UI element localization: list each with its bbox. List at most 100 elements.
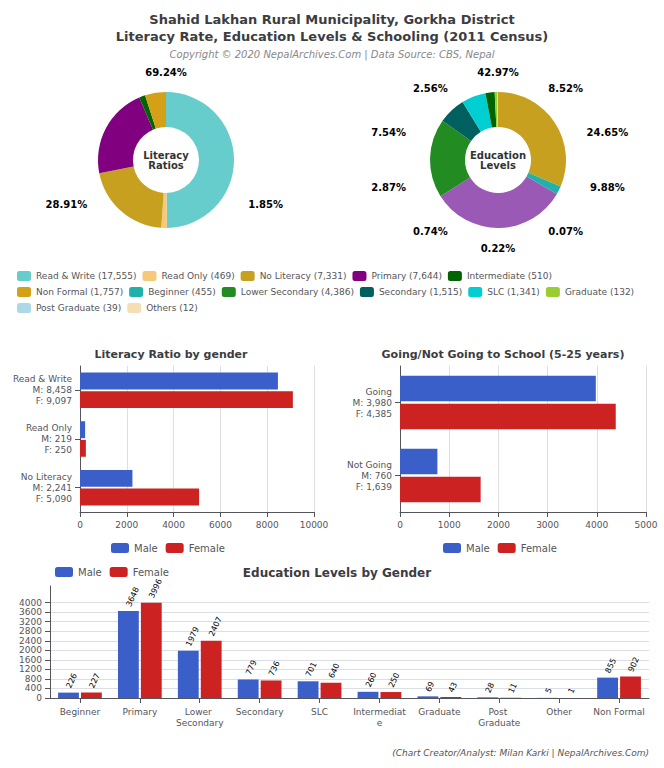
svg-text:42.97%: 42.97% [477, 67, 519, 78]
svg-text:855: 855 [604, 657, 619, 675]
svg-text:43: 43 [447, 681, 459, 694]
svg-text:Post: Post [488, 707, 510, 717]
svg-text:4000: 4000 [162, 520, 185, 530]
svg-text:Going: Going [366, 387, 392, 397]
svg-text:Graduate (132): Graduate (132) [565, 287, 634, 297]
svg-text:Male: Male [134, 543, 158, 554]
svg-text:227: 227 [87, 672, 102, 690]
svg-text:No Literacy (7,331): No Literacy (7,331) [260, 271, 347, 281]
svg-text:1000: 1000 [438, 520, 461, 530]
svg-text:3000: 3000 [536, 520, 559, 530]
svg-text:Graduate: Graduate [478, 718, 521, 728]
svg-text:8000: 8000 [256, 520, 279, 530]
svg-text:Intermediat: Intermediat [353, 707, 406, 717]
svg-text:2000: 2000 [487, 520, 510, 530]
svg-text:1.85%: 1.85% [248, 199, 283, 210]
svg-text:640: 640 [327, 662, 342, 680]
svg-text:28: 28 [484, 681, 496, 694]
svg-text:2407: 2407 [207, 615, 224, 637]
svg-text:M: 3,980: M: 3,980 [353, 398, 393, 408]
svg-text:2800: 2800 [19, 626, 42, 636]
svg-text:5000: 5000 [635, 520, 658, 530]
svg-text:69: 69 [424, 680, 436, 693]
svg-text:3648: 3648 [124, 586, 141, 608]
svg-text:3600: 3600 [19, 607, 42, 617]
svg-text:0.22%: 0.22% [481, 243, 516, 254]
svg-text:24.65%: 24.65% [587, 127, 629, 138]
svg-text:10000: 10000 [300, 520, 329, 530]
svg-text:2000: 2000 [115, 520, 138, 530]
svg-text:0: 0 [36, 693, 42, 703]
svg-text:M: 760: M: 760 [361, 471, 392, 481]
svg-text:8.52%: 8.52% [548, 83, 583, 94]
svg-text:Intermediate (510): Intermediate (510) [467, 271, 552, 281]
svg-text:5: 5 [544, 686, 554, 694]
svg-text:Levels: Levels [480, 160, 516, 171]
svg-text:Male: Male [78, 567, 102, 578]
svg-text:Ratios: Ratios [148, 160, 184, 171]
svg-text:e: e [377, 718, 383, 728]
svg-text:Non Formal (1,757): Non Formal (1,757) [36, 287, 123, 297]
svg-text:1200: 1200 [19, 664, 42, 674]
svg-text:Literacy Ratio by gender: Literacy Ratio by gender [95, 348, 249, 361]
svg-text:Secondary (1,515): Secondary (1,515) [379, 287, 462, 297]
svg-text:Female: Female [189, 543, 225, 554]
svg-text:4000: 4000 [585, 520, 608, 530]
svg-text:4000: 4000 [19, 598, 42, 608]
svg-text:0: 0 [397, 520, 403, 530]
svg-text:Copyright © 2020 NepalArchives: Copyright © 2020 NepalArchives.Com | Dat… [170, 49, 495, 61]
svg-text:260: 260 [364, 671, 379, 689]
svg-text:Secondary: Secondary [236, 707, 284, 717]
svg-text:3200: 3200 [19, 617, 42, 627]
svg-text:Male: Male [466, 543, 490, 554]
svg-text:SLC: SLC [311, 707, 328, 717]
svg-text:0.07%: 0.07% [548, 226, 583, 237]
svg-text:Lower Secondary (4,386): Lower Secondary (4,386) [241, 287, 354, 297]
svg-text:2400: 2400 [19, 636, 42, 646]
svg-text:Education Levels by Gender: Education Levels by Gender [243, 566, 431, 580]
svg-text:SLC (1,341): SLC (1,341) [487, 287, 540, 297]
svg-text:F: 9,097: F: 9,097 [36, 396, 72, 406]
svg-text:M: 219: M: 219 [41, 434, 72, 444]
svg-text:F: 1,639: F: 1,639 [356, 482, 392, 492]
svg-text:1979: 1979 [184, 626, 201, 648]
svg-text:7.54%: 7.54% [371, 127, 406, 138]
svg-text:736: 736 [267, 660, 282, 678]
svg-text:3996: 3996 [147, 577, 164, 599]
svg-text:1: 1 [567, 686, 577, 694]
svg-text:Beginner (455): Beginner (455) [148, 287, 216, 297]
svg-text:M: 8,458: M: 8,458 [33, 385, 73, 395]
svg-text:Literacy Rate, Education Level: Literacy Rate, Education Levels & School… [116, 29, 548, 44]
svg-text:Female: Female [521, 543, 557, 554]
svg-text:226: 226 [64, 672, 79, 690]
svg-text:Not Going: Not Going [347, 460, 392, 470]
svg-text:Primary (7,644): Primary (7,644) [371, 271, 441, 281]
svg-text:Read & Write: Read & Write [13, 374, 73, 384]
svg-text:2.87%: 2.87% [371, 182, 406, 193]
svg-text:F: 250: F: 250 [44, 445, 72, 455]
svg-text:No Literacy: No Literacy [21, 472, 73, 482]
svg-text:Shahid Lakhan Rural Municipali: Shahid Lakhan Rural Municipality, Gorkha… [149, 12, 514, 27]
svg-text:(Chart Creator/Analyst: Milan: (Chart Creator/Analyst: Milan Karki | Ne… [392, 748, 649, 758]
svg-text:M: 2,241: M: 2,241 [33, 483, 72, 493]
svg-text:701: 701 [304, 661, 319, 679]
svg-text:Beginner: Beginner [60, 707, 101, 717]
svg-text:902: 902 [626, 656, 641, 674]
svg-text:1600: 1600 [19, 655, 42, 665]
svg-text:F: 5,090: F: 5,090 [36, 494, 72, 504]
svg-text:28.91%: 28.91% [46, 199, 88, 210]
svg-text:Lower: Lower [185, 707, 215, 717]
svg-text:Read & Write (17,555): Read & Write (17,555) [36, 271, 137, 281]
svg-text:Other: Other [546, 707, 572, 717]
svg-text:250: 250 [387, 671, 402, 689]
svg-text:Graduate: Graduate [418, 707, 461, 717]
svg-text:69.24%: 69.24% [145, 67, 187, 78]
svg-text:Others (12): Others (12) [146, 303, 198, 313]
svg-text:800: 800 [25, 674, 42, 684]
svg-text:2000: 2000 [19, 645, 42, 655]
svg-text:Non Formal: Non Formal [593, 707, 645, 717]
svg-text:Read Only: Read Only [26, 423, 73, 433]
svg-text:779: 779 [244, 659, 259, 677]
svg-text:0.74%: 0.74% [413, 226, 448, 237]
svg-text:0: 0 [77, 520, 83, 530]
